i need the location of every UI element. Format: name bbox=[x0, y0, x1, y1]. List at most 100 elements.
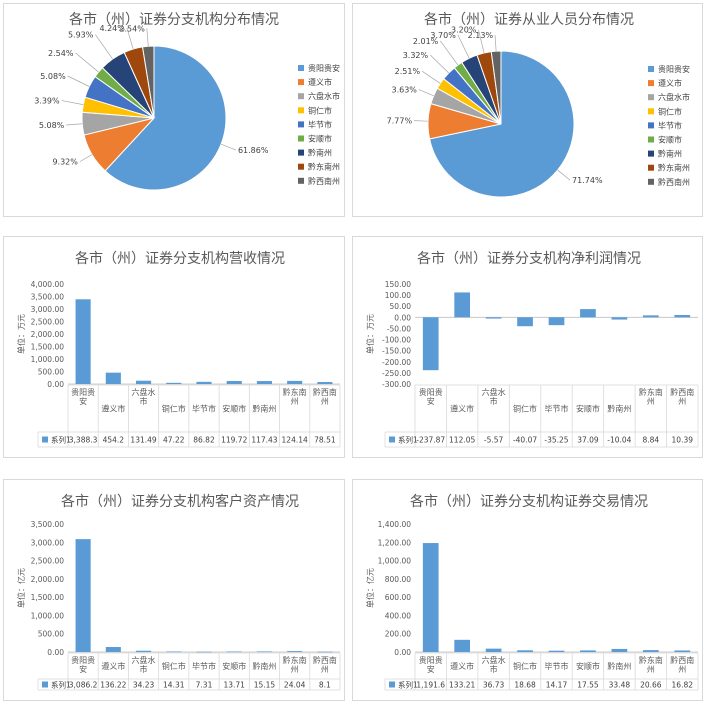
y-tick-label-2: 2,500.00 bbox=[31, 557, 65, 566]
y-tick-label-1: 100.00 bbox=[385, 291, 411, 300]
pie-panel-branches: 各市（州）证券分支机构分布情况 61.86% 9.32% 5.08% 3.39% 5.08… bbox=[3, 3, 345, 217]
bar-1 bbox=[454, 292, 471, 318]
slice-label-7: 4.24% bbox=[99, 24, 125, 33]
legend-swatch-6 bbox=[298, 149, 304, 156]
y-tick-label-5: -100.00 bbox=[382, 336, 411, 345]
legend-label-7: 黔东南州 bbox=[308, 162, 340, 172]
x-category-label-0-1: 安 bbox=[79, 396, 87, 406]
chart-title: 各市（州）证券分支机构净利润情况 bbox=[417, 250, 641, 267]
leader-line-5 bbox=[75, 52, 99, 73]
slice-label-5: 2.01% bbox=[413, 37, 439, 46]
bar-4 bbox=[196, 651, 212, 653]
data-value-2: 36.73 bbox=[483, 681, 505, 690]
x-category-label-7-0: 黔东南 bbox=[283, 655, 307, 665]
leader-line-2 bbox=[66, 123, 83, 126]
y-tick-label-6: -150.00 bbox=[382, 347, 411, 356]
slice-label-3: 3.39% bbox=[34, 97, 60, 106]
x-category-label-4-0: 毕节市 bbox=[545, 661, 569, 671]
bar-1 bbox=[105, 372, 121, 384]
legend-label-0: 贵阳贵安 bbox=[658, 64, 690, 74]
y-tick-label-3: 0.00 bbox=[394, 313, 411, 322]
legend-swatch-5 bbox=[648, 136, 654, 143]
bar-5 bbox=[226, 651, 242, 653]
bar-2 bbox=[136, 650, 152, 652]
x-category-label-5-0: 安顺市 bbox=[222, 661, 246, 671]
x-category-label-8-1: 州 bbox=[678, 397, 686, 406]
data-value-5: 119.72 bbox=[221, 436, 247, 445]
bar-7 bbox=[287, 651, 303, 652]
leader-line-4 bbox=[67, 75, 90, 87]
slice-label-7: 3.20% bbox=[451, 26, 477, 35]
leader-line-7 bbox=[478, 29, 485, 54]
bar-3 bbox=[166, 382, 182, 384]
y-tick-label-8: -250.00 bbox=[382, 369, 411, 378]
series-swatch bbox=[389, 436, 395, 443]
legend-label-1: 遵义市 bbox=[658, 78, 682, 88]
bar-4 bbox=[548, 317, 565, 326]
x-category-label-7-1: 州 bbox=[647, 665, 655, 674]
x-category-label-7-0: 黔东南 bbox=[283, 387, 307, 397]
x-category-label-8-1: 州 bbox=[321, 665, 329, 674]
y-tick-label-7: 0.00 bbox=[47, 648, 64, 657]
slice-label-4: 5.08% bbox=[40, 72, 66, 81]
bar-8 bbox=[674, 650, 691, 652]
x-category-label-0-1: 安 bbox=[79, 664, 87, 674]
bar-6 bbox=[611, 648, 628, 652]
data-value-3: 14.31 bbox=[163, 681, 185, 690]
slice-label-0: 61.86% bbox=[238, 146, 269, 155]
bar-8 bbox=[317, 651, 333, 653]
leader-line-2 bbox=[418, 89, 434, 97]
x-category-label-2-0: 六盘水 bbox=[132, 387, 156, 397]
x-category-label-0-0: 贵阳贵 bbox=[71, 387, 95, 397]
chart-title: 各市（州）证券分支机构证券交易情况 bbox=[410, 493, 648, 510]
legend-swatch-7 bbox=[298, 163, 304, 170]
x-category-label-6-0: 黔南州 bbox=[252, 661, 276, 671]
data-value-2: 34.23 bbox=[133, 681, 155, 690]
x-category-label-8-0: 黔西南 bbox=[670, 387, 694, 397]
data-value-0: 3,388.3 bbox=[69, 436, 98, 445]
data-value-6: 15.15 bbox=[254, 681, 276, 690]
data-value-5: 13.71 bbox=[223, 681, 245, 690]
bar-5 bbox=[226, 381, 242, 384]
x-category-label-2-1: 市 bbox=[140, 664, 148, 674]
legend-label-8: 黔西南州 bbox=[658, 177, 690, 187]
legend-label-5: 安顺市 bbox=[658, 135, 682, 145]
series-name: 系列1 bbox=[51, 680, 71, 690]
legend-label-0: 贵阳贵安 bbox=[308, 63, 340, 73]
legend-label-3: 铜仁市 bbox=[308, 105, 332, 115]
y-tick-label-4: 1,500.00 bbox=[31, 593, 65, 602]
legend-label-6: 黔南州 bbox=[658, 149, 682, 159]
x-category-label-2-0: 六盘水 bbox=[132, 655, 156, 665]
y-tick-label-7: 0.00 bbox=[394, 648, 411, 657]
legend-label-4: 毕节市 bbox=[308, 119, 332, 129]
x-category-label-7-1: 州 bbox=[291, 397, 299, 406]
legend-swatch-3 bbox=[648, 108, 654, 115]
legend-swatch-1 bbox=[648, 80, 654, 87]
legend-label-8: 黔西南州 bbox=[308, 176, 340, 186]
y-tick-label-5: 1,000.00 bbox=[31, 611, 65, 620]
y-tick-label-1: 3,000.00 bbox=[31, 538, 65, 547]
leader-line-1 bbox=[414, 120, 429, 122]
chart-title: 各市（州）证券分支机构分布情况 bbox=[69, 11, 279, 28]
data-value-1: 112.05 bbox=[449, 436, 475, 445]
legend-label-5: 安顺市 bbox=[308, 134, 332, 144]
legend-swatch-1 bbox=[298, 79, 304, 86]
legend-swatch-2 bbox=[648, 94, 654, 101]
slice-label-4: 3.32% bbox=[403, 51, 429, 60]
legend-swatch-6 bbox=[648, 150, 654, 157]
x-category-label-7-0: 黔东南 bbox=[639, 387, 663, 397]
data-value-7: 20.66 bbox=[640, 681, 662, 690]
y-tick-label-8: 0.00 bbox=[47, 380, 64, 389]
x-category-label-3-0: 铜仁市 bbox=[513, 404, 537, 414]
bar-chart-profit: 各市（州）证券分支机构净利润情况 150.00 100.00 50.00 0.00 -50… bbox=[365, 250, 699, 448]
leader-line-0 bbox=[220, 143, 237, 151]
data-value-7: 8.84 bbox=[642, 436, 659, 445]
leader-line-1 bbox=[79, 154, 93, 162]
x-category-label-6-0: 黔南州 bbox=[252, 404, 276, 414]
y-tick-label-1: 3,500.00 bbox=[31, 293, 65, 302]
x-category-label-5-0: 安顺市 bbox=[222, 404, 246, 414]
y-tick-label-3: 2,500.00 bbox=[31, 318, 65, 327]
series-name: 系列1 bbox=[398, 435, 418, 445]
legend-swatch-0 bbox=[298, 65, 304, 71]
legend-swatch-2 bbox=[298, 93, 304, 100]
